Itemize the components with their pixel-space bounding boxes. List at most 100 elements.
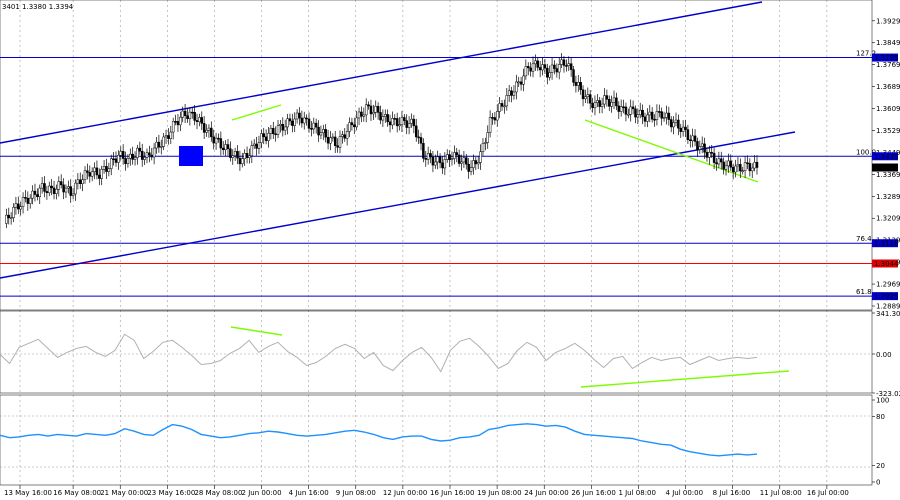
candle-body (59, 181, 63, 186)
candle-body (510, 90, 513, 96)
time-label: 12 Jun 00:00 (383, 489, 427, 497)
candle-body (686, 129, 690, 140)
candle-body (612, 97, 616, 103)
candle-body (417, 136, 420, 139)
candle-body (691, 135, 694, 142)
candle-body (627, 113, 630, 116)
candle-body (557, 64, 561, 73)
candle-body (441, 162, 444, 169)
candle-body (591, 102, 594, 109)
candle-body (703, 143, 706, 153)
candle-body (414, 125, 418, 138)
candle-body (167, 135, 170, 139)
candle-body (717, 158, 721, 165)
candle-body (67, 186, 70, 189)
candle-body (579, 82, 582, 90)
trendlines[interactable] (0, 1, 796, 388)
candle-body (372, 111, 375, 115)
candle-body (677, 119, 680, 129)
candle-body (171, 121, 175, 133)
candle-body (731, 166, 735, 173)
price-tick-label: 1.3929 (876, 17, 900, 25)
candle-body (622, 106, 625, 108)
time-label: 16 May 08:00 (53, 489, 101, 497)
time-label: 16 Jul 00:00 (807, 489, 849, 497)
candle-body (693, 135, 697, 142)
candle-body (581, 89, 585, 100)
candle-body (288, 118, 292, 122)
candle-body (252, 143, 256, 146)
cci-tick-label: 341.3079 (876, 310, 900, 318)
rsi-line (0, 423, 758, 457)
candle-body (181, 110, 184, 118)
candle-body (467, 163, 470, 172)
level-price-tag (872, 292, 898, 301)
candle-body (412, 118, 416, 127)
candle-body (369, 105, 373, 115)
divergence-price-late-line[interactable] (584, 119, 759, 183)
candle-body (210, 127, 213, 138)
candle-body (109, 158, 113, 169)
candle-body (19, 206, 22, 210)
cci-panel[interactable] (0, 310, 873, 394)
candle-body (748, 163, 752, 172)
time-label: 9 Jun 08:00 (336, 489, 376, 497)
candle-body (283, 126, 287, 131)
candle-body (362, 114, 366, 117)
candle-body (360, 111, 363, 117)
rsi-panel[interactable] (0, 394, 873, 486)
candle-body (224, 144, 227, 151)
candle-body (229, 148, 232, 158)
candle-body (74, 182, 77, 195)
candle-body (86, 170, 89, 173)
candle-body (255, 143, 258, 149)
candle-body (195, 120, 199, 122)
candle-body (662, 117, 666, 119)
candle-body (62, 184, 65, 193)
candle-body (384, 114, 387, 117)
level-price-tag-text: 1.3044 (874, 260, 899, 268)
candle-body (314, 122, 318, 128)
candle-body (465, 157, 468, 165)
candle-body (9, 217, 13, 219)
candle-body (431, 156, 435, 166)
candle-body (136, 147, 139, 158)
candle-body (529, 67, 532, 72)
candle-body (24, 197, 27, 199)
candle-body (424, 158, 428, 160)
candle-body (333, 136, 337, 146)
candle-body (429, 153, 432, 158)
candle-body (586, 94, 590, 98)
candle-body (479, 151, 482, 163)
divergence-price-early-line[interactable] (231, 104, 282, 121)
candle-body (584, 96, 587, 100)
candle-body (743, 162, 747, 171)
channel-lower-line[interactable] (0, 131, 796, 279)
candle-body (500, 103, 504, 107)
candle-body (274, 133, 277, 136)
time-label: 1 Jul 08:00 (618, 489, 656, 497)
candle-body (481, 143, 485, 152)
price-tick-label: 1.3849 (876, 39, 900, 47)
candle-body (610, 102, 613, 107)
candle-body (305, 117, 308, 120)
divergence-cci-late-line[interactable] (580, 370, 790, 388)
candle-body (660, 111, 663, 119)
candle-body (310, 128, 313, 130)
candle-body (484, 142, 487, 144)
candle-body (5, 214, 8, 224)
candle-body (52, 187, 56, 194)
price-tick-label: 1.2889 (876, 303, 900, 311)
candle-body (438, 156, 442, 164)
candle-body (38, 187, 41, 197)
candle-body (615, 97, 618, 107)
candle-body (753, 161, 756, 169)
candle-body (295, 112, 299, 120)
divergence-cci-early-line[interactable] (230, 326, 283, 336)
price-panel[interactable]: 127.2 100.0 76.4 61.8 (0, 0, 876, 388)
candle-body (684, 126, 687, 130)
channel-upper-line[interactable] (0, 1, 763, 144)
rsi-tick-label: 0 (876, 479, 880, 487)
level-price-tag-text: 1.3118 (874, 240, 899, 248)
